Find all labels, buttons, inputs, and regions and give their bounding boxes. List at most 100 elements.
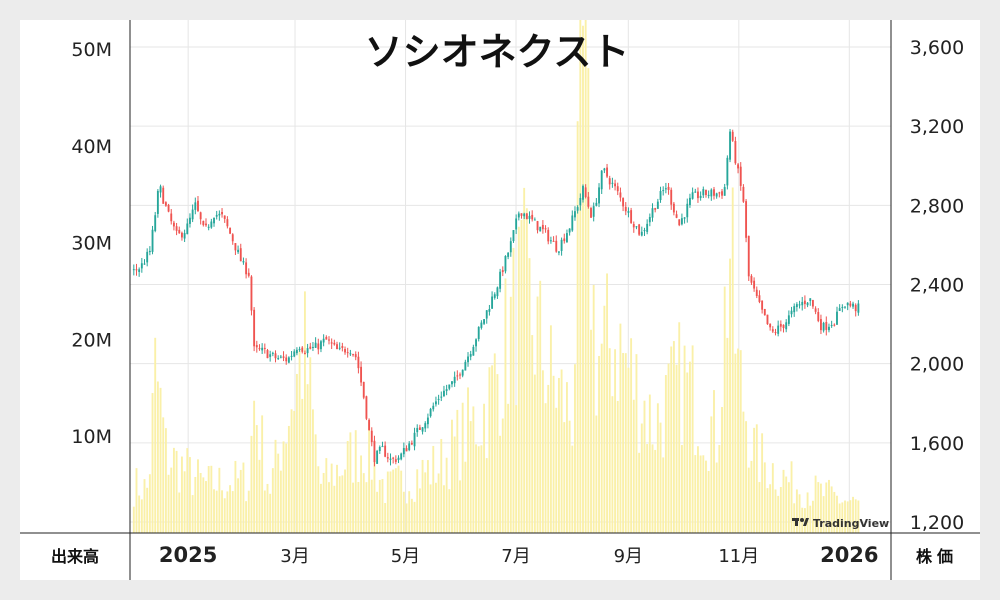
volume-bar: [627, 367, 630, 533]
volume-bar: [619, 323, 622, 533]
volume-bar: [138, 495, 141, 533]
volume-bar: [600, 343, 603, 533]
candle-up: [432, 405, 435, 410]
volume-bar: [544, 403, 547, 533]
volume-bar: [370, 479, 373, 533]
tradingview-logo-icon: [792, 518, 809, 526]
candle-up: [648, 217, 651, 223]
volume-bar: [480, 445, 483, 533]
volume-bar: [697, 446, 699, 533]
candle-up: [582, 185, 584, 200]
candle-up: [857, 303, 860, 313]
volume-bar: [170, 467, 173, 533]
candle-up: [659, 191, 662, 201]
volume-bar: [662, 457, 665, 533]
volume-bar: [277, 453, 280, 533]
candle-down: [670, 189, 673, 205]
candle-down: [266, 350, 269, 359]
volume-bar: [378, 479, 381, 533]
candle-down: [370, 430, 373, 443]
candle-down: [763, 308, 766, 316]
volume-bar: [156, 381, 159, 533]
candle-up: [579, 197, 582, 206]
volume-bar: [803, 508, 806, 533]
volume-bar: [298, 350, 301, 533]
volume-bar: [811, 500, 814, 533]
volume-bar: [416, 469, 419, 533]
volume-bar: [223, 498, 226, 533]
volume-bar: [822, 496, 825, 533]
candle-up: [408, 443, 411, 451]
volume-bar: [493, 353, 496, 533]
candle-down: [782, 324, 785, 329]
volume-bar: [587, 68, 590, 533]
volume-bar: [408, 491, 411, 533]
volume-bar: [135, 468, 138, 533]
volume-bar: [624, 353, 627, 533]
stock-chart: 10M 20M 30M 40M 50M 1,200 1,600 2,000 2,400 2,80…: [20, 20, 980, 580]
candle-up: [151, 229, 154, 252]
volume-bar: [763, 462, 766, 533]
volume-bar: [376, 491, 379, 533]
candle-up: [464, 361, 467, 371]
candle-up: [298, 348, 301, 350]
volume-bar: [197, 459, 199, 533]
volume-bars: [132, 20, 860, 534]
candle-down: [697, 191, 699, 199]
candle-down: [734, 141, 737, 164]
candle-up: [290, 355, 293, 357]
candle-up: [691, 192, 694, 199]
volume-bar: [640, 423, 643, 533]
candle-down: [365, 396, 368, 419]
candle-up: [828, 326, 830, 331]
candle-down: [587, 196, 590, 207]
volume-bar: [766, 488, 769, 533]
volume-bar: [734, 353, 737, 533]
volume-bar: [434, 482, 437, 533]
volume-bar: [180, 456, 183, 533]
volume-bar: [234, 460, 237, 533]
candle-up: [271, 352, 274, 354]
tradingview-logo: TradingView: [792, 517, 889, 530]
volume-tick-label: 20M: [71, 329, 112, 351]
candle-up: [603, 168, 606, 171]
candle-down: [771, 329, 774, 332]
candle-down: [456, 375, 459, 377]
volume-bar: [555, 407, 558, 533]
candle-down: [301, 347, 304, 352]
volume-bar: [392, 469, 395, 533]
volume-bar: [678, 322, 681, 533]
candle-down: [755, 289, 758, 296]
volume-bar: [295, 373, 298, 533]
volume-bar: [582, 25, 584, 534]
candle-up: [515, 218, 518, 230]
volume-bar: [745, 421, 748, 533]
candle-up: [146, 251, 149, 263]
volume-bar: [247, 490, 250, 533]
candle-down: [606, 167, 608, 177]
candle-down: [392, 457, 395, 459]
volume-bar: [699, 455, 702, 533]
candle-down: [178, 229, 181, 234]
candle-up: [699, 195, 702, 198]
candle-up: [836, 311, 838, 325]
volume-bar: [301, 398, 304, 533]
candle-down: [675, 214, 678, 218]
volume-bar: [432, 445, 435, 533]
volume-bar: [774, 489, 777, 533]
candle-up: [488, 308, 491, 312]
candle-down: [285, 357, 288, 362]
candle-up: [844, 306, 846, 308]
volume-bar: [525, 208, 528, 533]
candle-up: [389, 458, 392, 460]
candle-up: [279, 356, 282, 358]
volume-bar: [592, 284, 595, 533]
volume-bar: [795, 489, 798, 533]
volume-bar: [229, 485, 232, 533]
candle-up: [429, 408, 432, 417]
time-tick-label: 7月: [501, 546, 530, 567]
candle-up: [683, 217, 686, 219]
candle-up: [729, 131, 731, 160]
candle-down: [541, 224, 544, 230]
volume-axis-label: 出来高: [51, 547, 99, 566]
